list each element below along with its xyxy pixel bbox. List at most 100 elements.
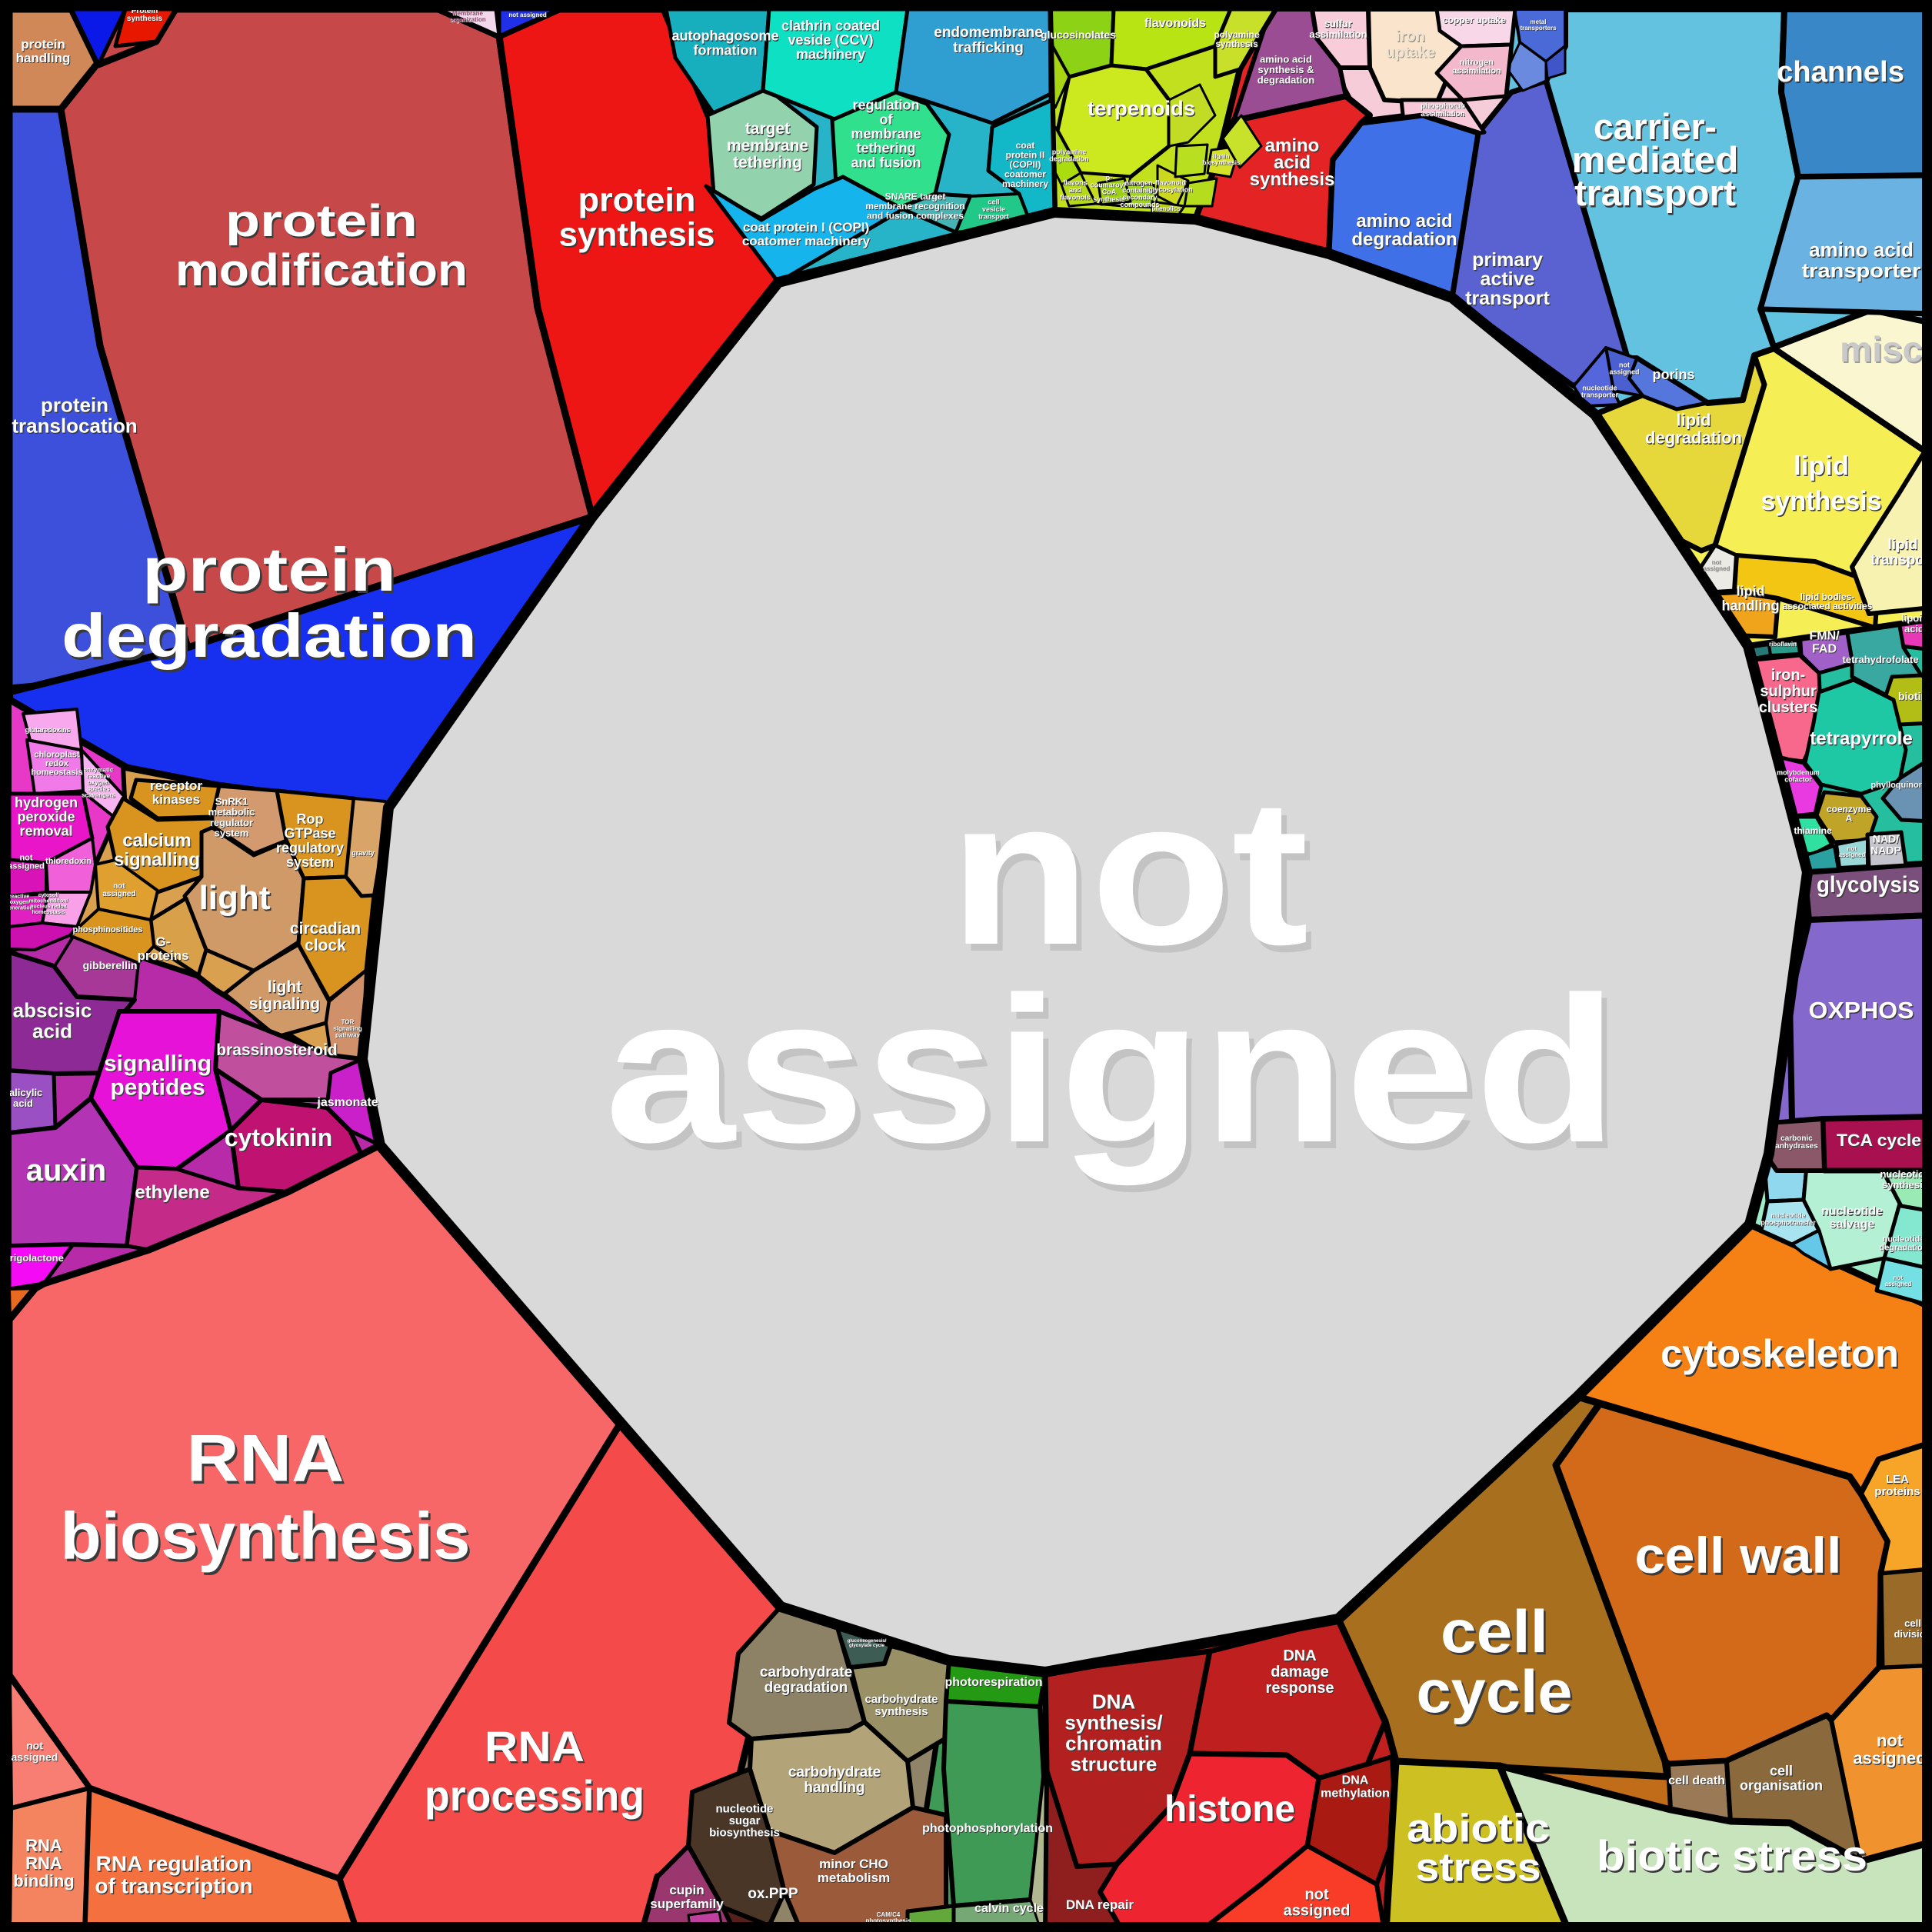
svg-text:not assigned: not assigned bbox=[509, 12, 547, 19]
svg-text:phenolics: phenolics bbox=[1151, 205, 1181, 212]
svg-text:biotin: biotin bbox=[1898, 690, 1927, 702]
svg-text:cytokinin: cytokinin bbox=[225, 1125, 333, 1153]
svg-text:glutaredoxins: glutaredoxins bbox=[25, 727, 71, 734]
svg-text:not: not bbox=[955, 764, 1314, 995]
svg-text:photorespiration: photorespiration bbox=[945, 1677, 1043, 1690]
svg-text:light: light bbox=[199, 879, 271, 917]
svg-text:glutaredoxins: glutaredoxins bbox=[25, 726, 70, 734]
svg-text:channels: channels bbox=[1778, 58, 1906, 90]
svg-text:photophosphorylation: photophosphorylation bbox=[923, 1823, 1054, 1836]
svg-text:ethylene: ethylene bbox=[135, 1182, 209, 1203]
svg-text:misc: misc bbox=[1840, 329, 1923, 369]
svg-text:tetrapyrrole: tetrapyrrole bbox=[1810, 729, 1913, 750]
svg-text:gravity: gravity bbox=[352, 850, 375, 858]
svg-text:thiamine: thiamine bbox=[1794, 826, 1833, 837]
svg-text:NAD/NADP: NAD/NADP bbox=[1870, 833, 1901, 857]
svg-text:cytosol/mitochondrion/nucleus: cytosol/mitochondrion/nucleus redox homeo… bbox=[29, 893, 68, 915]
svg-text:light: light bbox=[200, 881, 271, 918]
svg-text:glycolysis: glycolysis bbox=[1817, 874, 1920, 899]
svg-text:gravity: gravity bbox=[351, 849, 375, 857]
svg-text:copper uptake: copper uptake bbox=[1444, 15, 1507, 26]
svg-text:cytoskeleton: cytoskeleton bbox=[1662, 1334, 1900, 1377]
svg-text:coat protein I (COPI)coatomer: coat protein I (COPI) coatomer machinery bbox=[742, 220, 871, 248]
svg-text:calvin cycle: calvin cycle bbox=[975, 1903, 1044, 1916]
svg-text:gluconeogenesis/glyoxylate cyc: gluconeogenesis/glyoxylate cycle bbox=[848, 1639, 887, 1648]
svg-text:channels: channels bbox=[1777, 56, 1904, 88]
svg-text:glucosinolates: glucosinolates bbox=[1041, 29, 1117, 42]
svg-text:G-proteins: G-proteins bbox=[138, 935, 189, 964]
svg-text:auxin: auxin bbox=[26, 1154, 106, 1188]
svg-text:photophosphorylation: photophosphorylation bbox=[922, 1822, 1053, 1835]
svg-text:phosphinositides: phosphinositides bbox=[73, 926, 143, 935]
svg-text:G-proteins: G-proteins bbox=[137, 934, 188, 963]
svg-text:misc: misc bbox=[1841, 331, 1924, 371]
svg-text:OXPHOS: OXPHOS bbox=[1810, 998, 1915, 1025]
